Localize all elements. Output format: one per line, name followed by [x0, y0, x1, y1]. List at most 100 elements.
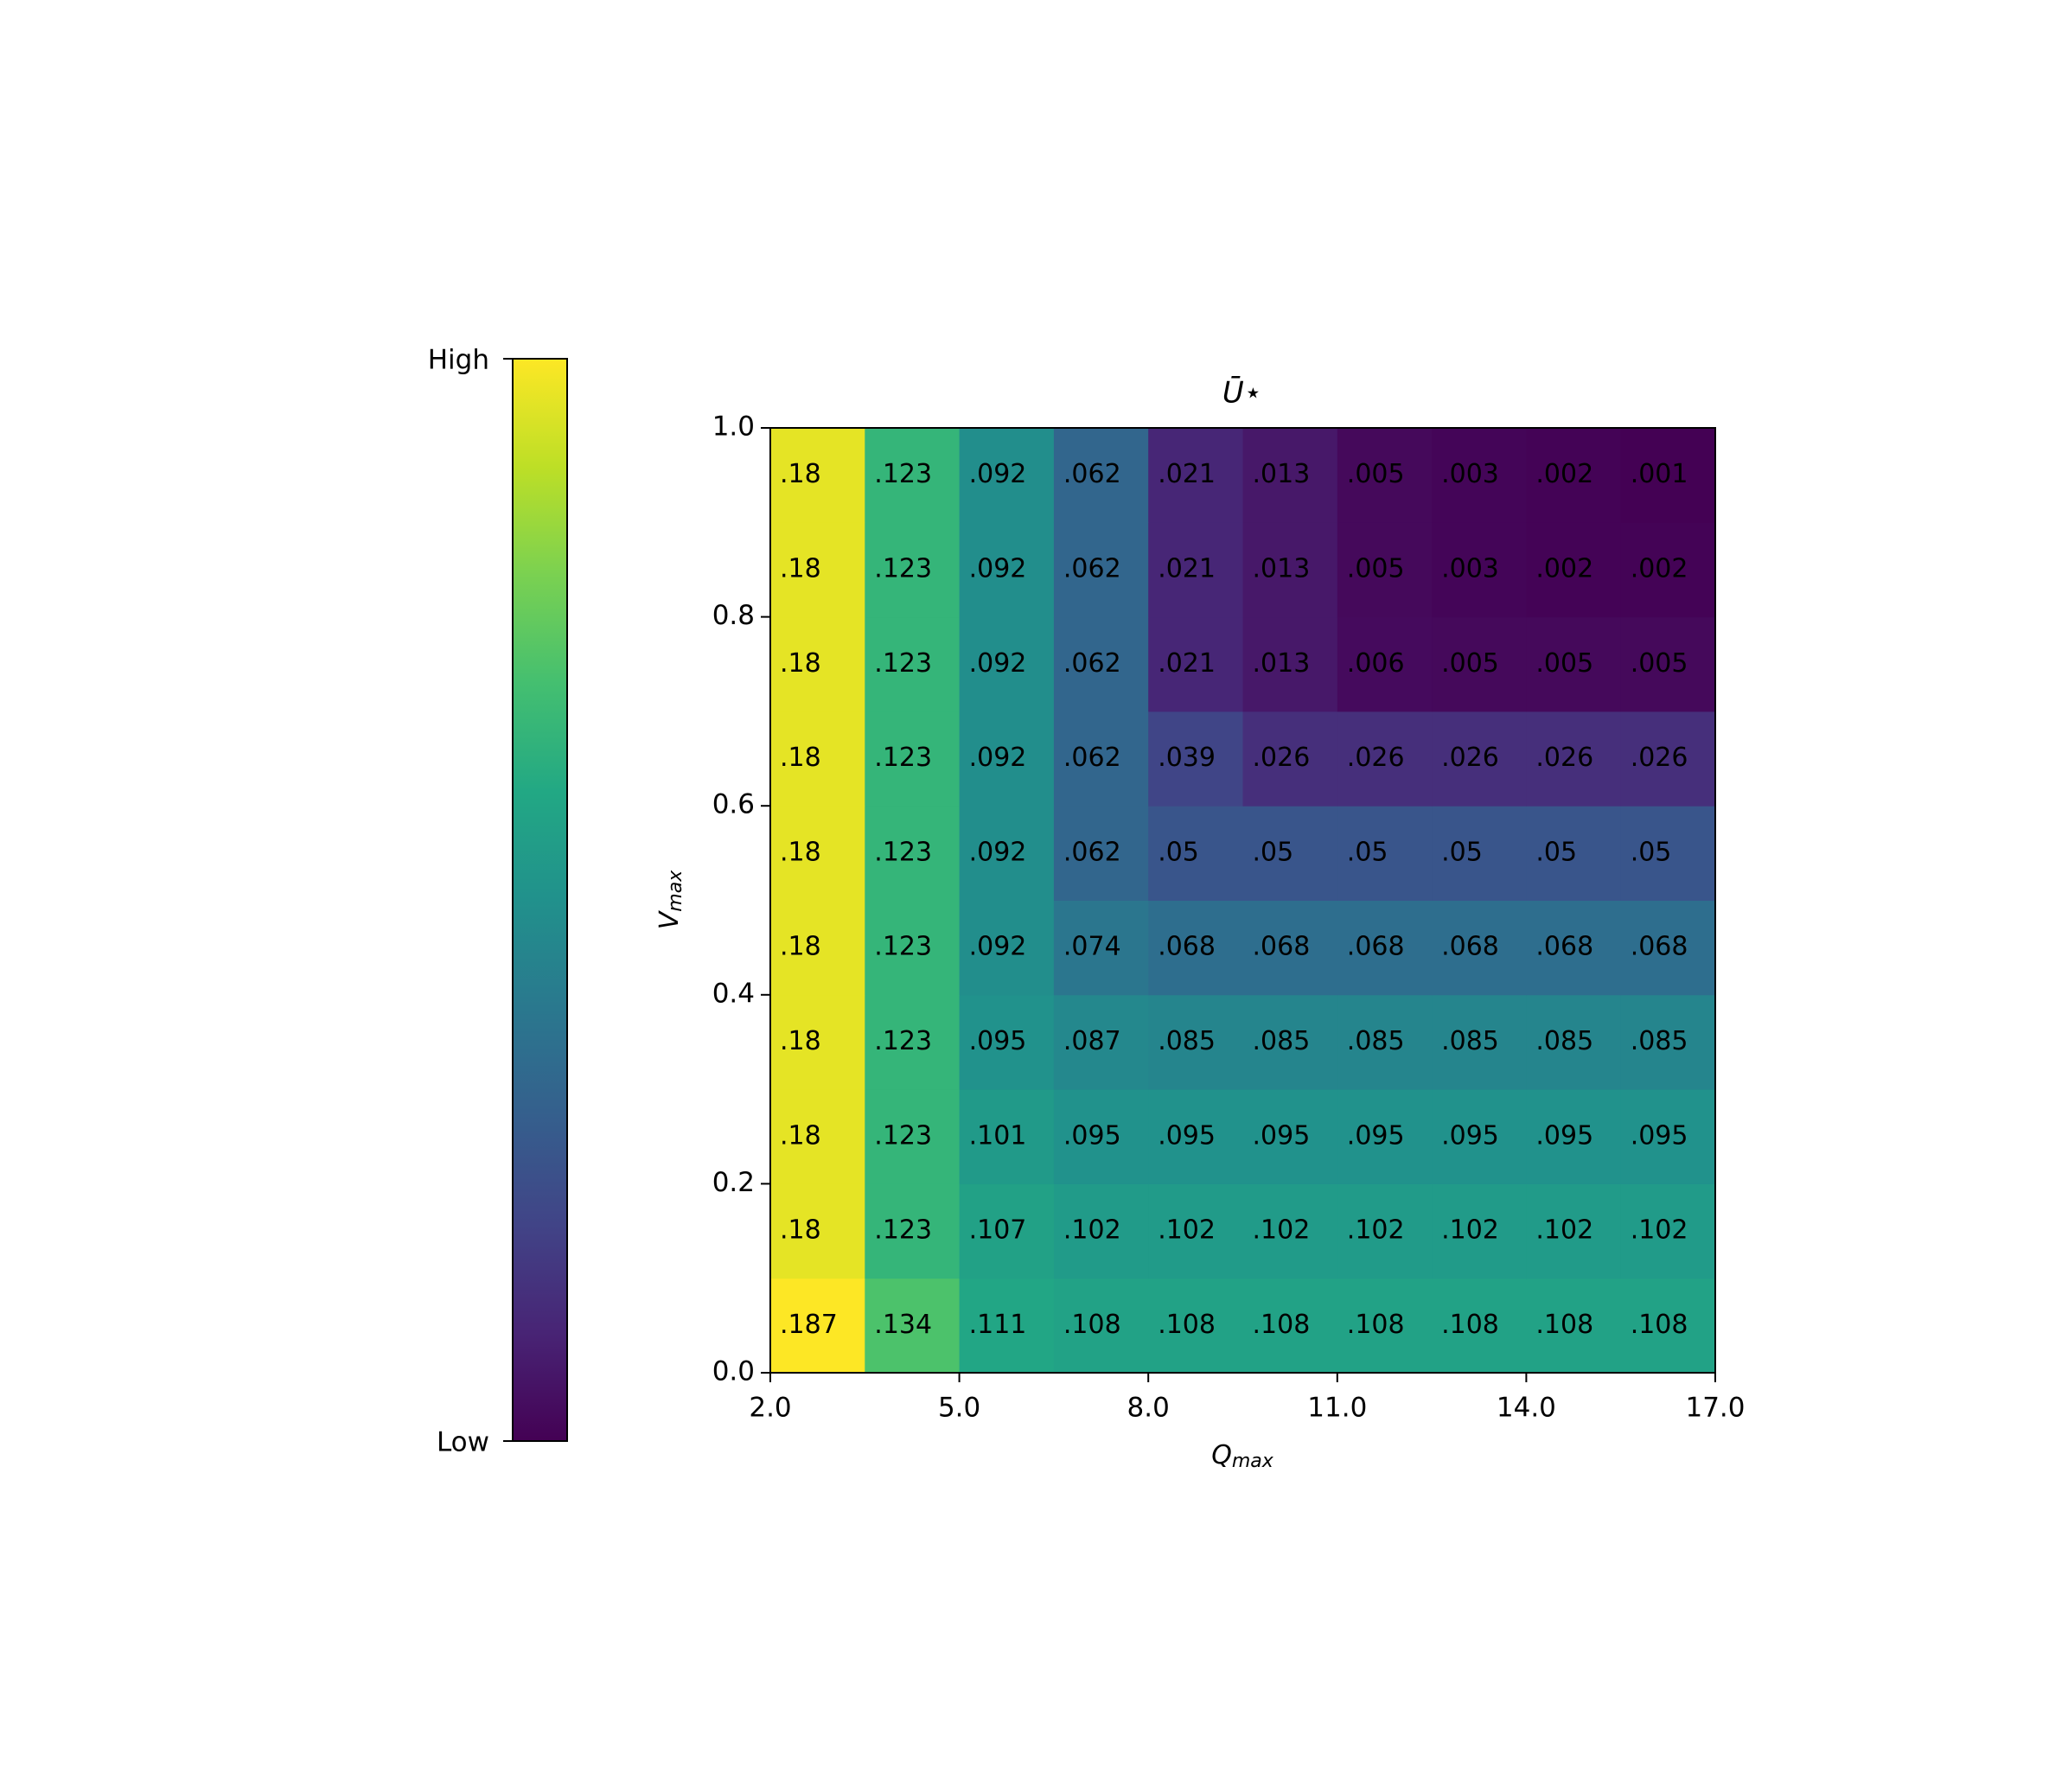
cell-label: .108 [1441, 1310, 1499, 1340]
cell-label: .123 [874, 648, 932, 679]
cell-label: .068 [1631, 932, 1688, 962]
heatmap-cell [1242, 1183, 1338, 1279]
x-tick-label: 17.0 [1685, 1393, 1745, 1424]
heatmap-cell [1242, 994, 1338, 1090]
cell-label: .085 [1631, 1026, 1688, 1056]
cell-label: .123 [874, 1120, 932, 1151]
heatmap-cell [959, 428, 1055, 523]
cell-label: .095 [1535, 1120, 1593, 1151]
cell-label: .039 [1158, 743, 1216, 773]
cell-label: .123 [874, 553, 932, 584]
cell-label: .068 [1158, 932, 1216, 962]
heatmap-cell [1526, 900, 1622, 996]
heatmap-cell [1526, 1278, 1622, 1374]
heatmap-cell [1053, 522, 1149, 618]
heatmap-cell [1242, 616, 1338, 712]
x-tick-label: 5.0 [938, 1393, 980, 1424]
cell-label: .108 [1631, 1310, 1688, 1340]
cell-label: .095 [1631, 1120, 1688, 1151]
y-tick-label: 1.0 [712, 411, 755, 443]
cell-label: .005 [1535, 648, 1593, 679]
cell-label: .108 [1158, 1310, 1216, 1340]
cell-label: .095 [969, 1026, 1027, 1056]
heatmap-cell [1242, 900, 1338, 996]
cell-label: .021 [1158, 553, 1216, 584]
cell-label: .108 [1063, 1310, 1121, 1340]
cell-label: .068 [1253, 932, 1311, 962]
cell-label: .026 [1347, 743, 1405, 773]
cell-label: .026 [1441, 743, 1499, 773]
cell-label: .102 [1063, 1215, 1121, 1246]
heatmap-cell [770, 994, 865, 1090]
heatmap-cell [770, 1183, 865, 1279]
heatmap-cell [865, 1278, 961, 1374]
x-tick-label: 2.0 [749, 1393, 791, 1424]
cell-label: .102 [1347, 1215, 1405, 1246]
x-axis-label: Qmax [1211, 1440, 1274, 1473]
heatmap-cell [1242, 522, 1338, 618]
y-tick-label: 0.0 [712, 1356, 755, 1387]
cell-label: .05 [1441, 837, 1483, 867]
cell-label: .068 [1441, 932, 1499, 962]
heatmap-cell [1620, 428, 1716, 523]
heatmap-cell [1337, 1183, 1433, 1279]
cell-label: .102 [1158, 1215, 1216, 1246]
y-tick-label: 0.6 [712, 789, 755, 820]
cell-label: .021 [1158, 648, 1216, 679]
x-label-main: Q [1211, 1440, 1232, 1470]
cell-label: .021 [1158, 459, 1216, 489]
heatmap-cell [1053, 900, 1149, 996]
heatmap-cell [1148, 711, 1243, 807]
cell-label: .095 [1158, 1120, 1216, 1151]
heatmap-cell [1148, 1278, 1243, 1374]
heatmap-cell [1526, 806, 1622, 901]
plot-frame [769, 427, 1716, 1374]
y-tick-label: 0.8 [712, 600, 755, 631]
cell-label: .062 [1063, 648, 1121, 679]
cell-label: .095 [1347, 1120, 1405, 1151]
heatmap-cell [959, 806, 1055, 901]
cell-label: .062 [1063, 743, 1121, 773]
heatmap-cell [770, 522, 865, 618]
heatmap-cell [1148, 900, 1243, 996]
heatmap-cell [770, 806, 865, 901]
cell-label: .013 [1253, 553, 1311, 584]
cell-label: .05 [1535, 837, 1577, 867]
heatmap-cell [1148, 1089, 1243, 1184]
cell-label: .085 [1158, 1026, 1216, 1056]
cell-label: .095 [1441, 1120, 1499, 1151]
heatmap-cell [1620, 711, 1716, 807]
heatmap-cell [1148, 428, 1243, 523]
heatmap-cell [1337, 994, 1433, 1090]
cell-label: .134 [874, 1310, 932, 1340]
colorbar [512, 358, 568, 1442]
y-axis-label: Vmax [654, 870, 687, 929]
heatmap-cell [1526, 428, 1622, 523]
heatmap-cell [1526, 522, 1622, 618]
cell-label: .108 [1253, 1310, 1311, 1340]
cell-label: .123 [874, 1215, 932, 1246]
heatmap-cell [1337, 1089, 1433, 1184]
x-tick-label: 14.0 [1497, 1393, 1556, 1424]
heatmap-cell [1620, 616, 1716, 712]
cell-label: .001 [1631, 459, 1688, 489]
cell-label: .005 [1347, 553, 1405, 584]
chart-title: Ū⋆ [1222, 376, 1262, 411]
heatmap-cell [1620, 1278, 1716, 1374]
cell-label: .085 [1441, 1026, 1499, 1056]
cell-label: .003 [1441, 553, 1499, 584]
cell-label: .085 [1535, 1026, 1593, 1056]
heatmap-cell [1337, 428, 1433, 523]
heatmap-cell [1432, 711, 1527, 807]
heatmap-cell [1432, 806, 1527, 901]
cell-label: .18 [780, 648, 821, 679]
cell-label: .068 [1535, 932, 1593, 962]
cell-label: .026 [1535, 743, 1593, 773]
cell-label: .107 [969, 1215, 1027, 1246]
cell-label: .013 [1253, 459, 1311, 489]
cell-label: .05 [1253, 837, 1294, 867]
cell-label: .074 [1063, 932, 1121, 962]
colorbar-high-label: High [428, 345, 489, 376]
heatmap-cell [770, 428, 865, 523]
y-tick-label: 0.4 [712, 978, 755, 1009]
